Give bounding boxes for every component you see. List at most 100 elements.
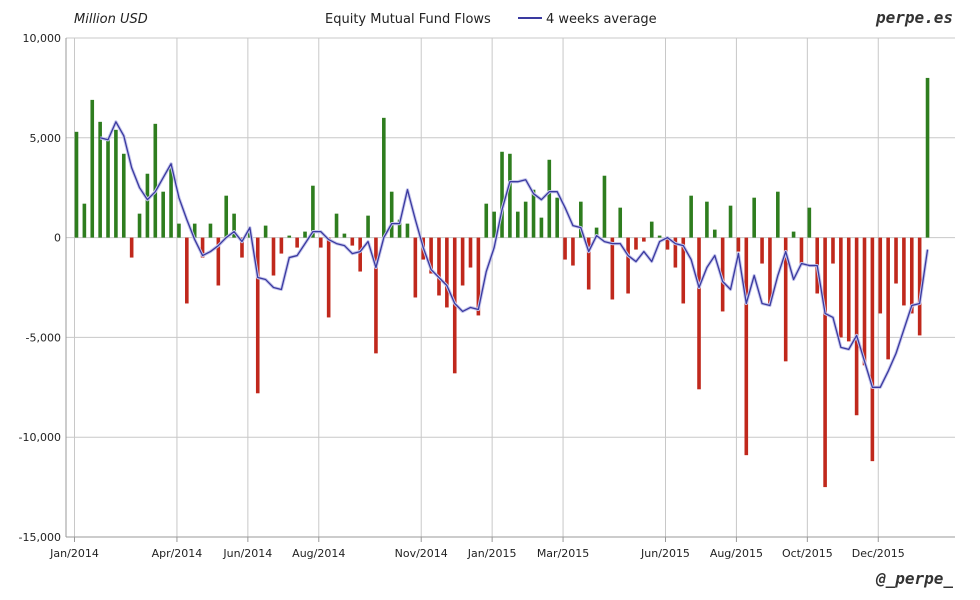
flow-bar — [255, 237, 260, 394]
y-tick-label: 10,000 — [23, 32, 62, 45]
flow-bar — [634, 237, 638, 250]
y-tick-label: -5,000 — [26, 331, 61, 344]
x-tick-label: Apr/2014 — [152, 547, 203, 560]
flow-bar — [279, 237, 284, 254]
flow-bar — [539, 217, 544, 238]
flow-bar — [917, 237, 922, 336]
flow-bar — [523, 201, 528, 238]
x-tick-label: Aug/2015 — [710, 547, 763, 560]
flow-bar — [232, 213, 236, 238]
flow-bar — [531, 189, 536, 238]
flow-bar — [807, 207, 812, 238]
flow-bar — [720, 237, 725, 312]
flow-bar — [145, 173, 150, 238]
flow-bar — [602, 175, 607, 238]
x-tick-label: Dec/2015 — [852, 547, 905, 560]
flow-bar — [555, 197, 559, 238]
average-line — [99, 121, 929, 388]
flow-bar — [563, 237, 567, 260]
flow-bar — [303, 231, 307, 238]
flow-bar — [594, 227, 599, 238]
flow-bar — [389, 191, 394, 238]
flow-bar — [318, 237, 323, 248]
flow-bar — [791, 231, 796, 238]
flow-bar — [862, 237, 867, 366]
grid-lines — [66, 37, 955, 538]
flow-bar — [894, 237, 898, 284]
flow-bar — [98, 121, 102, 238]
x-tick-label: Jun/2015 — [640, 547, 690, 560]
flow-bar — [263, 225, 268, 238]
flow-bar — [689, 195, 693, 238]
flow-bar — [161, 191, 165, 238]
flow-bar — [106, 137, 110, 238]
flow-bar — [657, 235, 662, 238]
flow-bar — [405, 223, 410, 238]
flow-bar — [768, 237, 772, 304]
flow-bar — [610, 237, 615, 300]
flow-bar — [736, 237, 741, 252]
y-tick-label: -10,000 — [19, 431, 61, 444]
flow-bar — [586, 237, 591, 290]
flow-bar — [177, 223, 181, 238]
x-tick-label: Jan/2015 — [467, 547, 517, 560]
y-axis-ticks: 10,000 5,000 0 -5,000 -10,000 -15,000 — [19, 32, 61, 544]
flow-bar — [208, 223, 213, 238]
x-tick-label: Nov/2014 — [395, 547, 448, 560]
flow-bar — [326, 237, 331, 318]
flow-bar — [886, 237, 890, 360]
flow-bar — [311, 185, 315, 238]
credit-label: @_perpe_ — [875, 569, 953, 588]
flow-bar — [760, 237, 764, 264]
flow-bar — [902, 237, 906, 306]
brand-label: perpe.es — [875, 8, 953, 27]
x-tick-label: Jan/2014 — [49, 547, 99, 560]
flow-bar — [854, 237, 859, 416]
flow-bar — [169, 163, 173, 238]
flow-bar — [500, 151, 504, 238]
x-axis-ticks: Jan/2014 Apr/2014 Jun/2014 Aug/2014 Nov/2014… — [49, 537, 905, 560]
flow-bar — [697, 237, 701, 390]
flow-bar — [460, 237, 465, 286]
flow-bar — [823, 237, 827, 488]
flow-bar — [429, 237, 433, 274]
flow-bar — [515, 211, 520, 238]
flow-bar — [579, 201, 583, 238]
x-tick-label: Aug/2014 — [292, 547, 345, 560]
flow-bar — [839, 237, 843, 338]
flow-bar — [382, 117, 386, 238]
flow-bar — [642, 237, 646, 242]
y-tick-label: -15,000 — [19, 531, 61, 544]
flow-bar — [287, 235, 292, 238]
chart-title: Equity Mutual Fund Flows — [325, 12, 491, 27]
flow-bar — [437, 237, 441, 296]
flow-bar — [271, 237, 276, 276]
flow-bar — [571, 237, 575, 266]
flow-bar — [776, 191, 780, 238]
flow-bar — [74, 131, 79, 238]
x-tick-label: Oct/2015 — [782, 547, 833, 560]
flow-bar — [192, 223, 197, 238]
x-tick-label: Mar/2015 — [537, 547, 589, 560]
flow-bar — [82, 203, 87, 238]
flow-bar — [445, 237, 449, 308]
flow-bar — [121, 153, 126, 238]
flow-bar — [744, 237, 749, 456]
y-tick-label: 5,000 — [30, 132, 62, 145]
flow-bar — [200, 237, 205, 258]
flow-bar — [665, 237, 670, 250]
flow-bar — [476, 237, 481, 316]
flow-bar — [224, 195, 229, 238]
flow-bar — [870, 237, 875, 462]
flow-bar — [618, 207, 623, 238]
flow-bar — [240, 237, 244, 258]
flow-bar — [508, 153, 512, 238]
flow-bar — [90, 99, 95, 238]
flow-bars — [74, 77, 930, 488]
flow-bar — [374, 237, 378, 354]
flow-bar — [185, 237, 189, 304]
flow-bar — [350, 237, 355, 246]
legend-average-label: 4 weeks average — [546, 12, 657, 27]
